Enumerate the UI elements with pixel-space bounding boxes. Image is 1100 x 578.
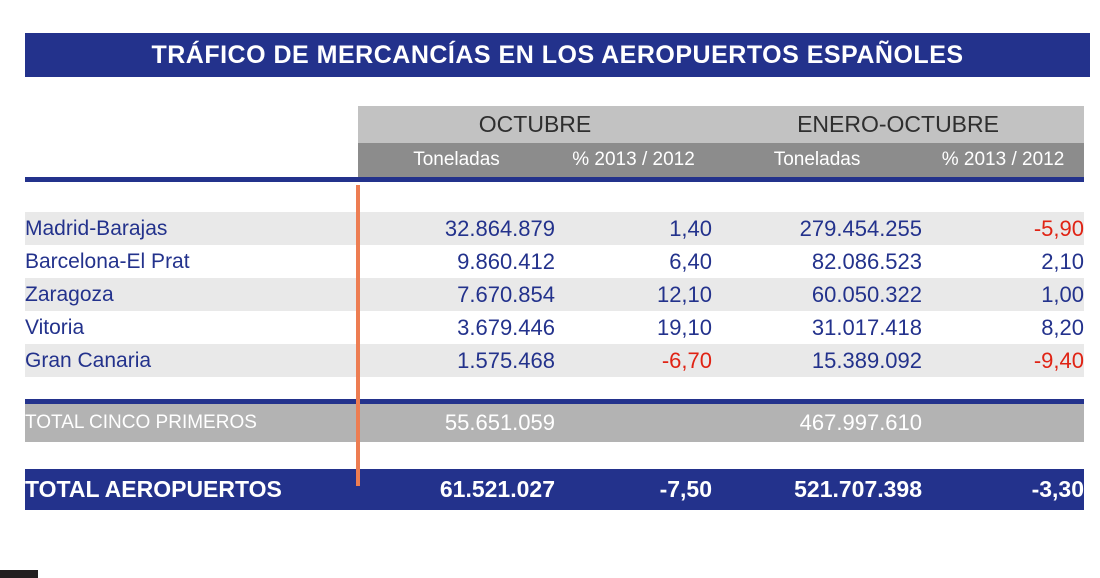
gap-cell: [555, 442, 713, 469]
total-rule-3: [712, 399, 923, 404]
total-all-airports-label: TOTAL AEROPUERTOS: [25, 469, 358, 510]
total-top-five-label: TOTAL CINCO PRIMEROS: [25, 404, 358, 442]
airport-name: Madrid-Barajas: [25, 212, 358, 245]
spacer-cell: [712, 182, 923, 212]
header-rule-2: [555, 177, 713, 182]
ene-oct-toneladas: 60.050.322: [712, 278, 923, 311]
oct-pct: 12,10: [555, 278, 713, 311]
gap-cell: [555, 377, 713, 399]
spacer-cell: [358, 182, 555, 212]
table-row[interactable]: Vitoria 3.679.446 19,10 31.017.418 8,20: [25, 311, 1085, 344]
total-top-five-ene-oct-pct: [922, 404, 1085, 442]
total-all-airports-oct-toneladas: 61.521.027: [358, 469, 555, 510]
total-rule-2: [555, 399, 713, 404]
group-header-octubre: OCTUBRE: [358, 106, 713, 143]
corner-mark: [0, 570, 38, 578]
ene-oct-toneladas: 15.389.092: [712, 344, 923, 377]
total-top-five-oct-toneladas: 55.651.059: [358, 404, 555, 442]
oct-pct: 6,40: [555, 245, 713, 278]
ene-oct-pct: -9,40: [922, 344, 1085, 377]
oct-toneladas: 3.679.446: [358, 311, 555, 344]
total-all-airports-row[interactable]: TOTAL AEROPUERTOS 61.521.027 -7,50 521.7…: [25, 469, 1085, 510]
total-all-airports-ene-oct-toneladas: 521.707.398: [712, 469, 923, 510]
table-sub-header-row: Toneladas % 2013 / 2012 Toneladas % 2013…: [25, 143, 1085, 177]
ene-oct-pct: 1,00: [922, 278, 1085, 311]
gap-cell: [712, 377, 923, 399]
gap-cell: [358, 442, 555, 469]
total-all-airports-oct-pct: -7,50: [555, 469, 713, 510]
header-corner-cell: [25, 106, 358, 143]
table-row[interactable]: Zaragoza 7.670.854 12,10 60.050.322 1,00: [25, 278, 1085, 311]
spacer-cell: [922, 182, 1085, 212]
total-top-five-row[interactable]: TOTAL CINCO PRIMEROS 55.651.059 467.997.…: [25, 404, 1085, 442]
oct-toneladas: 7.670.854: [358, 278, 555, 311]
table-row[interactable]: Barcelona-El Prat 9.860.412 6,40 82.086.…: [25, 245, 1085, 278]
subheader-enero-octubre-toneladas: Toneladas: [712, 143, 923, 177]
page-title-banner: TRÁFICO DE MERCANCÍAS EN LOS AEROPUERTOS…: [25, 33, 1090, 77]
header-rule-row: [25, 177, 1085, 182]
group-header-enero-octubre: ENERO-OCTUBRE: [712, 106, 1085, 143]
table-group-header-row: OCTUBRE ENERO-OCTUBRE: [25, 106, 1085, 143]
airport-name: Zaragoza: [25, 278, 358, 311]
gap-cell: [25, 442, 358, 469]
ene-oct-toneladas: 82.086.523: [712, 245, 923, 278]
ene-oct-pct: 2,10: [922, 245, 1085, 278]
ene-oct-toneladas: 31.017.418: [712, 311, 923, 344]
header-rule-1: [358, 177, 555, 182]
total-rule-row: [25, 399, 1085, 404]
gap-cell: [922, 377, 1085, 399]
airport-name: Barcelona-El Prat: [25, 245, 358, 278]
table-row[interactable]: Gran Canaria 1.575.468 -6,70 15.389.092 …: [25, 344, 1085, 377]
subheader-octubre-pct: % 2013 / 2012: [555, 143, 713, 177]
spacer-cell: [555, 182, 713, 212]
total-all-airports-ene-oct-pct: -3,30: [922, 469, 1085, 510]
total-rule-4: [922, 399, 1085, 404]
page-title: TRÁFICO DE MERCANCÍAS EN LOS AEROPUERTOS…: [151, 40, 964, 69]
table-row[interactable]: Madrid-Barajas 32.864.879 1,40 279.454.2…: [25, 212, 1085, 245]
ene-oct-pct: 8,20: [922, 311, 1085, 344]
gap-cell: [25, 377, 358, 399]
oct-pct: 19,10: [555, 311, 713, 344]
header-rule-left: [25, 177, 358, 182]
gap-cell: [358, 377, 555, 399]
oct-toneladas: 32.864.879: [358, 212, 555, 245]
freight-traffic-table: OCTUBRE ENERO-OCTUBRE Toneladas % 2013 /…: [25, 106, 1085, 510]
oct-pct: 1,40: [555, 212, 713, 245]
total-top-five-oct-pct: [555, 404, 713, 442]
subheader-enero-octubre-pct: % 2013 / 2012: [922, 143, 1085, 177]
total-rule-left: [25, 399, 358, 404]
table-gap-row-2: [25, 442, 1085, 469]
header-rule-3: [712, 177, 923, 182]
ene-oct-toneladas: 279.454.255: [712, 212, 923, 245]
oct-pct: -6,70: [555, 344, 713, 377]
total-top-five-ene-oct-toneladas: 467.997.610: [712, 404, 923, 442]
subheader-corner-cell: [25, 143, 358, 177]
subheader-octubre-toneladas: Toneladas: [358, 143, 555, 177]
airport-name: Gran Canaria: [25, 344, 358, 377]
airport-name: Vitoria: [25, 311, 358, 344]
spacer-cell: [25, 182, 358, 212]
ene-oct-pct: -5,90: [922, 212, 1085, 245]
oct-toneladas: 9.860.412: [358, 245, 555, 278]
gap-cell: [922, 442, 1085, 469]
header-rule-4: [922, 177, 1085, 182]
gap-cell: [712, 442, 923, 469]
oct-toneladas: 1.575.468: [358, 344, 555, 377]
total-rule-1: [358, 399, 555, 404]
table-spacer-row: [25, 182, 1085, 212]
table-gap-row: [25, 377, 1085, 399]
orange-column-divider: [356, 185, 360, 486]
